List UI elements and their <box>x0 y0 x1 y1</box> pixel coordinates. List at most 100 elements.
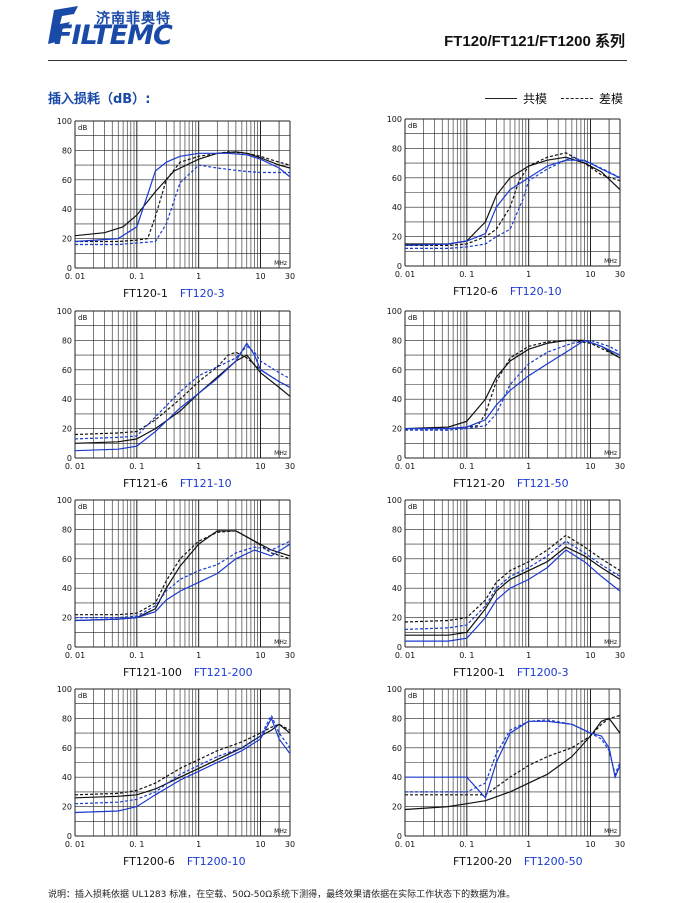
x-tick-label: 30 <box>615 840 625 849</box>
y-tick-label: 60 <box>392 174 402 183</box>
x-tick-label: 0. 1 <box>129 651 144 660</box>
x-tick-label: 0. 01 <box>395 651 415 660</box>
chart-svg: 0 20 40 60 80 100 0. 01 0. 1 1 10 30 dB MHz <box>75 689 290 836</box>
section-title: 插入损耗（dB）: <box>48 88 150 107</box>
y-unit-label: dB <box>408 122 417 130</box>
x-tick-label: 0. 01 <box>395 462 415 471</box>
insertion-loss-chart-2: 0 20 40 60 80 100 0. 01 0. 1 1 10 30 dB MHz <box>405 119 620 266</box>
y-unit-label: dB <box>408 314 417 322</box>
chart-caption: FT120-1 FT120-3 <box>123 287 225 300</box>
x-tick-label: 0. 01 <box>65 462 85 471</box>
x-tick-label: 10 <box>255 462 265 471</box>
caption-black-model: FT1200-1 <box>453 666 505 679</box>
chart-caption: FT121-20 FT121-50 <box>453 477 569 490</box>
y-tick-label: 80 <box>62 146 72 155</box>
x-tick-label: 10 <box>585 462 595 471</box>
x-unit-label: MHz <box>274 828 287 835</box>
chart-caption: FT120-6 FT120-10 <box>453 285 562 298</box>
legend: 共模 差模 <box>485 90 623 107</box>
x-tick-label: 30 <box>615 270 625 279</box>
caption-blue-model: FT120-10 <box>510 285 562 298</box>
insertion-loss-chart-6: 0 20 40 60 80 100 0. 01 0. 1 1 10 30 dB MHz <box>405 500 620 647</box>
y-tick-label: 20 <box>62 803 72 812</box>
x-tick-label: 10 <box>255 651 265 660</box>
y-tick-label: 40 <box>62 584 72 593</box>
y-tick-label: 60 <box>62 366 72 375</box>
legend-dashed-line <box>561 98 593 99</box>
y-tick-label: 100 <box>57 117 72 126</box>
x-tick-label: 0. 1 <box>459 462 474 471</box>
insertion-loss-chart-5: 0 20 40 60 80 100 0. 01 0. 1 1 10 30 dB MHz <box>75 500 290 647</box>
x-tick-label: 0. 01 <box>395 270 415 279</box>
x-tick-label: 1 <box>526 462 531 471</box>
x-tick-label: 0. 01 <box>65 272 85 281</box>
x-unit-label: MHz <box>604 828 617 835</box>
x-tick-label: 0. 01 <box>65 651 85 660</box>
y-tick-label: 60 <box>392 366 402 375</box>
x-tick-label: 10 <box>585 270 595 279</box>
header-divider <box>48 60 627 61</box>
caption-blue-model: FT1200-10 <box>187 855 246 868</box>
x-unit-label: MHz <box>604 258 617 265</box>
insertion-loss-chart-8: 0 20 40 60 80 100 0. 01 0. 1 1 10 30 dB MHz <box>405 689 620 836</box>
y-tick-label: 20 <box>62 614 72 623</box>
x-tick-label: 10 <box>585 651 595 660</box>
x-tick-label: 0. 1 <box>129 840 144 849</box>
insertion-loss-chart-3: 0 20 40 60 80 100 0. 01 0. 1 1 10 30 dB MHz <box>75 311 290 458</box>
chart-svg: 0 20 40 60 80 100 0. 01 0. 1 1 10 30 dB MHz <box>75 311 290 458</box>
y-tick-label: 60 <box>62 176 72 185</box>
caption-blue-model: FT1200-50 <box>524 855 583 868</box>
x-tick-label: 10 <box>255 272 265 281</box>
caption-black-model: FT121-20 <box>453 477 505 490</box>
x-tick-label: 10 <box>585 840 595 849</box>
y-tick-label: 40 <box>392 203 402 212</box>
y-tick-label: 20 <box>62 235 72 244</box>
series-title: FT120/FT121/FT1200 系列 <box>444 30 625 51</box>
caption-black-model: FT1200-6 <box>123 855 175 868</box>
y-tick-label: 100 <box>57 496 72 505</box>
caption-blue-model: FT1200-3 <box>517 666 569 679</box>
y-tick-label: 100 <box>387 115 402 124</box>
chart-svg: 0 20 40 60 80 100 0. 01 0. 1 1 10 30 dB MHz <box>75 500 290 647</box>
caption-black-model: FT1200-20 <box>453 855 512 868</box>
x-unit-label: MHz <box>274 260 287 267</box>
y-tick-label: 20 <box>392 803 402 812</box>
y-unit-label: dB <box>408 503 417 511</box>
x-tick-label: 1 <box>196 462 201 471</box>
x-tick-label: 0. 1 <box>129 462 144 471</box>
y-tick-label: 20 <box>62 425 72 434</box>
caption-blue-model: FT121-200 <box>194 666 253 679</box>
x-tick-label: 1 <box>526 840 531 849</box>
y-unit-label: dB <box>78 692 87 700</box>
y-tick-label: 40 <box>62 395 72 404</box>
y-tick-label: 20 <box>392 233 402 242</box>
x-unit-label: MHz <box>274 639 287 646</box>
chart-caption: FT121-100 FT121-200 <box>123 666 253 679</box>
x-tick-label: 1 <box>526 651 531 660</box>
caption-black-model: FT121-100 <box>123 666 182 679</box>
y-tick-label: 80 <box>392 336 402 345</box>
chart-caption: FT1200-20 FT1200-50 <box>453 855 583 868</box>
y-tick-label: 80 <box>392 525 402 534</box>
y-unit-label: dB <box>408 692 417 700</box>
y-tick-label: 100 <box>57 685 72 694</box>
x-tick-label: 0. 01 <box>65 840 85 849</box>
x-unit-label: MHz <box>274 450 287 457</box>
legend-solid-line <box>485 98 517 99</box>
caption-black-model: FT120-1 <box>123 287 168 300</box>
y-tick-label: 80 <box>62 525 72 534</box>
x-tick-label: 0. 1 <box>459 651 474 660</box>
y-tick-label: 80 <box>62 714 72 723</box>
y-tick-label: 40 <box>392 395 402 404</box>
y-tick-label: 80 <box>392 144 402 153</box>
footnote: 说明：插入损耗依据 UL1283 标准，在空载、50Ω-50Ω系统下测得，最终效… <box>48 887 515 900</box>
x-tick-label: 30 <box>615 651 625 660</box>
y-tick-label: 100 <box>387 307 402 316</box>
caption-blue-model: FT121-50 <box>517 477 569 490</box>
y-unit-label: dB <box>78 124 87 132</box>
y-tick-label: 100 <box>387 685 402 694</box>
y-tick-label: 80 <box>62 336 72 345</box>
x-tick-label: 30 <box>285 462 295 471</box>
x-tick-label: 1 <box>196 840 201 849</box>
y-tick-label: 60 <box>392 555 402 564</box>
